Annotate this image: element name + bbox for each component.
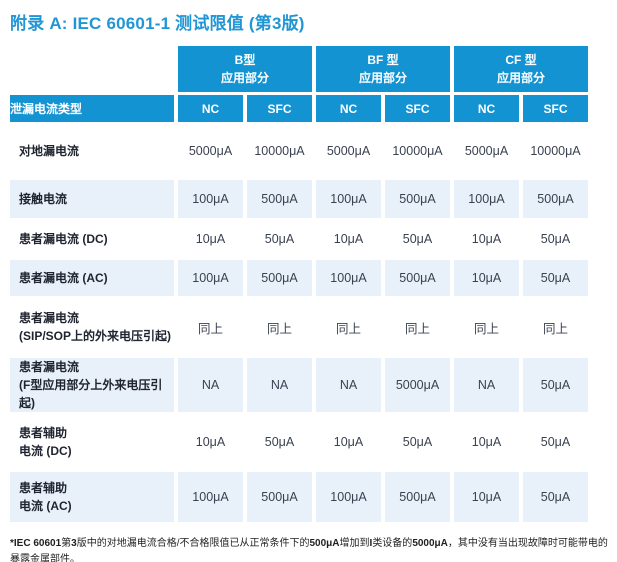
group-header-cell: BF 型 应用部分 <box>316 46 450 92</box>
value-cell: 100μA <box>454 180 519 218</box>
value-cell: 10000μA <box>392 144 443 158</box>
value-cell: 500μA <box>385 260 450 296</box>
value-cell: 50μA <box>264 232 295 246</box>
footnote-segment: 3 <box>71 538 77 549</box>
page-title: 附录 A: IEC 60601-1 测试限值 (第3版) <box>10 14 305 33</box>
value-cell: 500μA <box>385 180 450 218</box>
value-cell: 5000μA <box>326 144 371 158</box>
value-cell: 10μA <box>195 435 226 449</box>
condition-header-cell: NC <box>178 95 243 122</box>
row-label: 对地漏电流 <box>19 144 80 158</box>
condition-header-cell: NC <box>316 95 381 122</box>
value-cell: 100μA <box>178 260 243 296</box>
value-cell: 500μA <box>247 260 312 296</box>
value-cell: 500μA <box>247 472 312 522</box>
table-row: 患者漏电流 (SIP/SOP上的外来电压引起) 同上 同上 同上 同上 同上 同上 <box>10 299 588 355</box>
row-label: 患者漏电流 (AC) <box>10 260 174 296</box>
value-cell: 500μA <box>247 180 312 218</box>
leakage-limits-table: B型 应用部分 BF 型 应用部分 CF 型 应用部分 泄漏电流类型 NC SFC NC… <box>6 43 592 525</box>
value-cell: 同上 <box>542 321 568 336</box>
value-cell: NA <box>247 358 312 412</box>
value-cell: 50μA <box>523 472 588 522</box>
value-cell: 5000μA <box>464 144 509 158</box>
value-cell: 同上 <box>473 321 499 336</box>
table-row: 接触电流 100μA 500μA 100μA 500μA 100μA 500μA <box>10 180 588 218</box>
value-cell: 100μA <box>316 180 381 218</box>
value-cell: 10μA <box>454 260 519 296</box>
group-header-cell: B型 应用部分 <box>178 46 312 92</box>
value-cell: 5000μA <box>188 144 233 158</box>
footnote-segment: I <box>369 538 373 549</box>
footnote-segment: 500μA <box>309 538 340 549</box>
value-cell: 50μA <box>523 260 588 296</box>
footnote-segment: 5000μA <box>412 538 448 549</box>
table-row: 患者漏电流 (DC) 10μA 50μA 10μA 50μA 10μA 50μA <box>10 221 588 257</box>
value-cell: 同上 <box>197 321 223 336</box>
table-row: 患者漏电流 (AC) 100μA 500μA 100μA 500μA 10μA 50μA <box>10 260 588 296</box>
row-label: 患者辅助 电流 (AC) <box>10 472 174 522</box>
footnote-segment: 类设备的 <box>372 538 413 549</box>
value-cell: 50μA <box>264 435 295 449</box>
value-cell: 50μA <box>402 435 433 449</box>
group-header-row: B型 应用部分 BF 型 应用部分 CF 型 应用部分 <box>10 46 588 92</box>
value-cell: 50μA <box>540 232 571 246</box>
table-body: 对地漏电流 5000μA 10000μA 5000μA 10000μA 5000μA 100… <box>10 125 588 522</box>
row-label: 接触电流 <box>10 180 174 218</box>
value-cell: 5000μA <box>385 358 450 412</box>
value-cell: NA <box>454 358 519 412</box>
value-cell: NA <box>316 358 381 412</box>
value-cell: 10μA <box>454 472 519 522</box>
value-cell: 100μA <box>316 472 381 522</box>
condition-header-cell: SFC <box>247 95 312 122</box>
condition-header-cell: NC <box>454 95 519 122</box>
value-cell: 100μA <box>316 260 381 296</box>
table-row: 患者辅助 电流 (AC) 100μA 500μA 100μA 500μA 10μA 50μA <box>10 472 588 522</box>
value-cell: 10000μA <box>530 144 581 158</box>
table-row: 患者漏电流 (F型应用部分上外来电压引起) NA NA NA 5000μA NA 50μA <box>10 358 588 412</box>
subheader-row: 泄漏电流类型 NC SFC NC SFC NC SFC <box>10 95 588 122</box>
value-cell: 10000μA <box>254 144 305 158</box>
row-label: 患者漏电流 (DC) <box>19 232 108 246</box>
footnote-segment: 增加到 <box>339 538 370 549</box>
value-cell: 同上 <box>266 321 292 336</box>
value-cell: 500μA <box>385 472 450 522</box>
value-cell: NA <box>178 358 243 412</box>
value-cell: 10μA <box>471 435 502 449</box>
row-label: 患者辅助 电流 (DC) <box>19 426 72 458</box>
condition-header-cell: SFC <box>523 95 588 122</box>
value-cell: 10μA <box>333 232 364 246</box>
leakage-type-header: 泄漏电流类型 <box>10 95 174 122</box>
table-row: 患者辅助 电流 (DC) 10μA 50μA 10μA 50μA 10μA 50μA <box>10 415 588 469</box>
value-cell: 50μA <box>523 358 588 412</box>
value-cell: 同上 <box>404 321 430 336</box>
value-cell: 500μA <box>523 180 588 218</box>
row-label: 患者漏电流 (F型应用部分上外来电压引起) <box>10 358 174 412</box>
footnote-segment: ，其中没有当出现故障时可能带电的暴露金属部件。 <box>10 538 608 562</box>
value-cell: 50μA <box>402 232 433 246</box>
condition-header-cell: SFC <box>385 95 450 122</box>
footnote: *IEC 60601第3版中的对地漏电流合格/不合格限值已从正常条件下的500μ… <box>10 536 611 562</box>
value-cell: 10μA <box>471 232 502 246</box>
row-label: 患者漏电流 (SIP/SOP上的外来电压引起) <box>19 311 172 343</box>
value-cell: 10μA <box>195 232 226 246</box>
group-header-cell: CF 型 应用部分 <box>454 46 588 92</box>
value-cell: 100μA <box>178 472 243 522</box>
table-row: 对地漏电流 5000μA 10000μA 5000μA 10000μA 5000μA 100… <box>10 125 588 177</box>
value-cell: 同上 <box>335 321 361 336</box>
footnote-segment: *IEC 60601 <box>10 538 62 549</box>
corner-empty-cell <box>10 46 174 92</box>
value-cell: 50μA <box>540 435 571 449</box>
footnote-segment: 第 <box>61 538 72 549</box>
value-cell: 10μA <box>333 435 364 449</box>
footnote-segment: 版中的对地漏电流合格/不合格限值已从正常条件下的 <box>76 538 310 549</box>
value-cell: 100μA <box>178 180 243 218</box>
